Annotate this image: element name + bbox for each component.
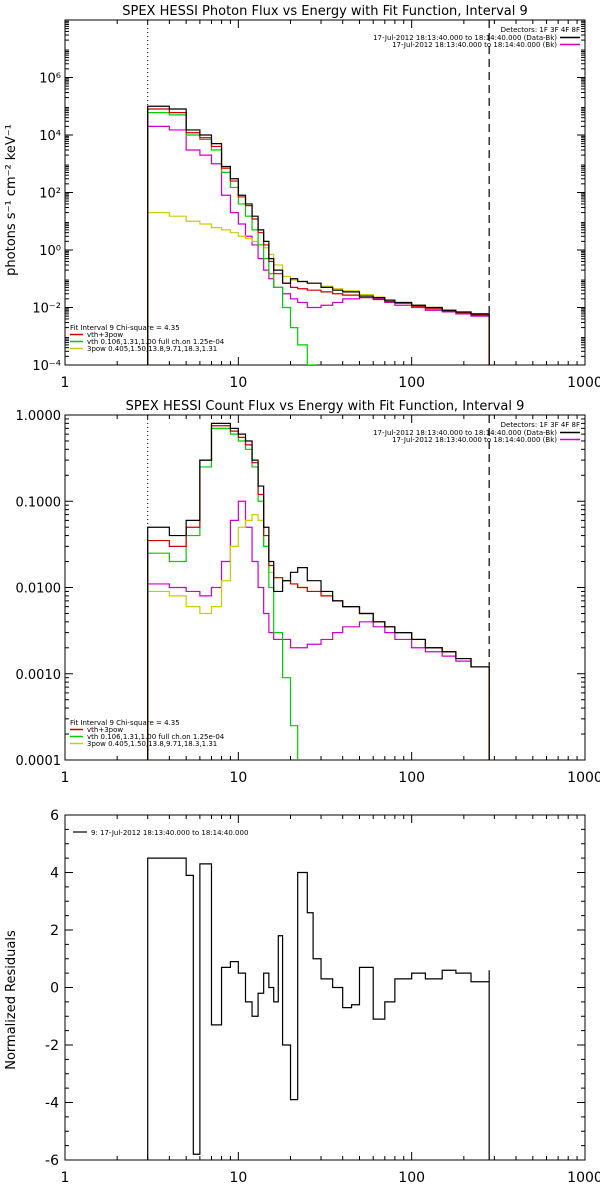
x-tick-label: 1 xyxy=(61,770,70,786)
x-tick-label: 100 xyxy=(398,375,425,391)
y-tick-label: 2 xyxy=(50,923,59,939)
chart-3-panel: 1 10 100 1000 -6 -4 -2 0 2 4 6 9: 17-Jul-2012 18:13… xyxy=(45,808,600,1186)
x-tick-label: 100 xyxy=(398,770,425,786)
legend-bottom-entry: vth 0.106,1.31,1.00 full ch.on 1.25e-04 xyxy=(87,733,225,741)
series-vth-3pow-line xyxy=(147,425,490,760)
y-tick-label: -6 xyxy=(45,1153,59,1169)
y-tick-label: 0.0001 xyxy=(16,754,62,769)
legend-top-entry: 17-Jul-2012 18:13:40.000 to 18:14:40.000… xyxy=(392,436,557,444)
y-tick-label: 6 xyxy=(50,808,59,824)
legend-bottom-entry: vth+3pow xyxy=(87,331,123,339)
x-tick-label: 10 xyxy=(229,1170,247,1186)
y-tick-label: 0.0100 xyxy=(16,582,62,597)
x-tick-label: 10 xyxy=(229,770,247,786)
legend-top-title: Detectors: 1F 3F 4F 8F xyxy=(501,26,580,34)
chart-1-panel: 1 10 100 1000 10⁻⁴ 10⁻² 10⁰ 10² 10⁴ 10⁶ Detectors:… xyxy=(32,19,600,391)
x-tick-label: 100 xyxy=(398,1170,425,1186)
legend-text: 9: 17-Jul-2012 18:13:40.000 to 18:14:40.… xyxy=(91,829,248,837)
series-residuals-line xyxy=(147,857,490,1160)
legend-top-entry: 17-Jul-2012 18:13:40.000 to 18:14:40.000… xyxy=(373,429,557,437)
legend-bottom-entry: 3pow 0.405,1.50,13.8,9.71,18.3,1.31 xyxy=(87,345,217,353)
plot-frame xyxy=(64,19,586,366)
y-tick-label: 4 xyxy=(50,866,59,882)
x-tick-label: 1000 xyxy=(567,375,600,391)
series-data-bk-line xyxy=(147,422,490,760)
series-bk-line xyxy=(147,500,490,760)
series-bk-line xyxy=(147,125,490,365)
y-tick-label: 10⁻⁴ xyxy=(32,359,61,374)
series-vth-line xyxy=(147,427,308,760)
chart-2-title: SPEX HESSI Count Flux vs Energy with Fit… xyxy=(126,399,525,414)
series-3pow-line xyxy=(147,514,490,760)
legend-bottom-title: Fit Interval 9 Chi-square = 4.35 xyxy=(70,719,180,727)
plot-frame xyxy=(64,814,586,1161)
x-tick-label: 10 xyxy=(229,375,247,391)
legend-top-entry: 17-Jul-2012 18:13:40.000 to 18:14:40.000… xyxy=(392,41,557,49)
chart-1-ylabel: photons s⁻¹ cm⁻² keV⁻¹ xyxy=(4,124,19,276)
y-tick-label: 0.0010 xyxy=(16,668,62,683)
y-tick-label: 10⁻² xyxy=(32,302,61,317)
x-tick-label: 1 xyxy=(61,375,70,391)
legend-top-title: Detectors: 1F 3F 4F 8F xyxy=(501,421,580,429)
x-tick-label: 1000 xyxy=(567,1170,600,1186)
y-tick-label: 10² xyxy=(39,187,61,202)
y-tick-label: 0 xyxy=(50,981,59,997)
x-tick-label: 1000 xyxy=(567,770,600,786)
y-tick-label: 10⁰ xyxy=(39,244,61,259)
legend-top-entry: 17-Jul-2012 18:13:40.000 to 18:14:40.000… xyxy=(373,34,557,42)
y-tick-label: 10⁶ xyxy=(39,72,61,87)
y-tick-label: 10⁴ xyxy=(39,129,61,144)
plot-frame xyxy=(64,414,586,761)
y-tick-label: -4 xyxy=(45,1096,59,1112)
legend-bottom-title: Fit Interval 9 Chi-square = 4.35 xyxy=(70,324,180,332)
chart-1-title: SPEX HESSI Photon Flux vs Energy with Fi… xyxy=(122,4,528,19)
legend-bottom-entry: 3pow 0.405,1.50,13.8,9.71,18.3,1.31 xyxy=(87,740,217,748)
chart-2-panel: 1 10 100 1000 0.0001 0.0010 0.0100 0.1000 1.0000… xyxy=(16,409,600,786)
chart-3-ylabel: Normalized Residuals xyxy=(4,930,19,1070)
y-tick-label: 1.0000 xyxy=(16,409,62,424)
series-vth-3pow-line xyxy=(147,108,490,365)
y-tick-label: 0.1000 xyxy=(16,495,62,510)
x-tick-label: 1 xyxy=(61,1170,70,1186)
y-tick-label: -2 xyxy=(45,1038,59,1054)
series-data-bk-line xyxy=(147,105,490,365)
legend-bottom-entry: vth+3pow xyxy=(87,726,123,734)
legend-bottom-entry: vth 0.106,1.31,1.00 full ch.on 1.25e-04 xyxy=(87,338,225,346)
